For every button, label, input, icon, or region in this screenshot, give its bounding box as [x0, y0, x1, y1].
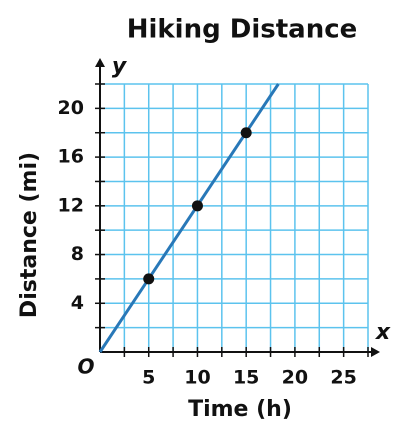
- data-point: [143, 273, 155, 285]
- x-axis-label: Time (h): [188, 397, 292, 422]
- y-tick-label: 4: [71, 292, 84, 314]
- data-point: [191, 200, 203, 212]
- chart-title: Hiking Distance: [127, 15, 358, 45]
- y-tick-label: 12: [58, 194, 84, 216]
- data-line: [98, 83, 280, 353]
- x-axis-letter: x: [375, 320, 391, 345]
- x-tick-label: 15: [233, 367, 259, 389]
- y-tick-label: 8: [71, 243, 84, 265]
- origin-label: O: [77, 355, 94, 379]
- y-axis-letter: y: [112, 54, 128, 79]
- x-tick-label: 20: [282, 367, 308, 389]
- y-tick-label: 20: [58, 97, 84, 119]
- data-point: [240, 127, 252, 139]
- y-axis-arrow: [95, 58, 105, 67]
- y-tick-label: 16: [58, 146, 84, 168]
- x-tick-label: 10: [184, 367, 210, 389]
- x-tick-label: 25: [330, 367, 356, 389]
- x-tick-label: 5: [142, 367, 155, 389]
- x-axis-arrow: [371, 347, 380, 357]
- y-axis-label: Distance (mi): [17, 152, 42, 318]
